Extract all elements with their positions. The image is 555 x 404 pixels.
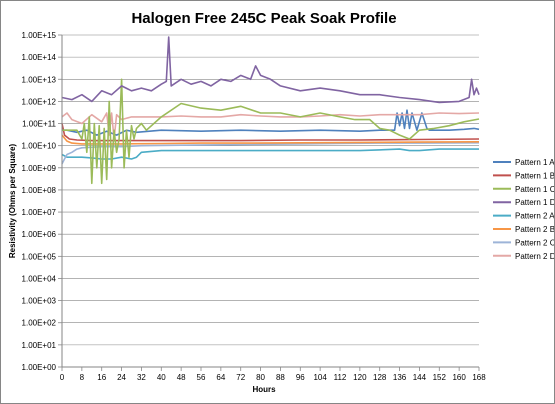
x-tick-label: 40 [157, 373, 166, 382]
legend-label: Pattern 1 A [515, 158, 554, 167]
y-tick-label: 1.00E+14 [22, 53, 57, 62]
x-tick-label: 120 [353, 373, 367, 382]
x-tick-label: 104 [313, 373, 327, 382]
series-layer [61, 36, 480, 185]
y-tick-label: 1.00E+02 [22, 319, 57, 328]
y-tick-label: 1.00E+15 [22, 31, 57, 40]
x-tick-label: 160 [452, 373, 466, 382]
x-tick-labels: 0 8 16 24 32 40 48 56 64 72 80 88 96 104 112 120 128 136 1… [60, 373, 486, 382]
y-tick-label: 1.00E+09 [22, 164, 57, 173]
series-line-pattern-2-a [61, 148, 479, 160]
series-line-pattern-1-b [61, 123, 480, 142]
series-line-pattern-2-b [61, 134, 480, 145]
x-tick-label: 72 [236, 373, 245, 382]
y-axis-title: Resistivity (Ohms per Square) [8, 144, 17, 259]
y-tick-label: 1.00E+06 [22, 230, 57, 239]
y-tick-label: 1.00E+08 [22, 186, 57, 195]
y-tick-label: 1.00E+00 [22, 363, 57, 372]
legend: Pattern 1 A Pattern 1 B Pattern 1 C Pattern… [493, 158, 554, 261]
y-tick-label: 1.00E+12 [22, 97, 57, 106]
x-tick-label: 128 [373, 373, 387, 382]
x-tick-label: 112 [334, 373, 347, 382]
legend-label: Pattern 2 B [515, 225, 554, 234]
legend-label: Pattern 1 D [515, 198, 554, 207]
x-tick-label: 144 [413, 373, 427, 382]
x-tick-label: 16 [97, 373, 106, 382]
x-tick-label: 168 [472, 373, 486, 382]
legend-label: Pattern 1 B [515, 171, 554, 180]
x-tick-label: 88 [276, 373, 285, 382]
legend-label: Pattern 2 A [515, 212, 554, 221]
y-tick-label: 1.00E+03 [22, 297, 57, 306]
x-tick-label: 64 [216, 373, 225, 382]
x-tick-label: 0 [60, 373, 65, 382]
x-tick-label: 32 [137, 373, 146, 382]
x-tick-label: 56 [197, 373, 206, 382]
legend-label: Pattern 1 C [515, 185, 554, 194]
x-tick-label: 96 [296, 373, 305, 382]
y-tick-label: 1.00E+11 [22, 120, 56, 129]
y-tick-label: 1.00E+07 [22, 208, 57, 217]
y-tick-label: 1.00E+05 [22, 252, 57, 261]
legend-label: Pattern 2 D [515, 252, 554, 261]
axes [61, 35, 479, 368]
x-axis-title: Hours [252, 385, 276, 394]
y-tick-label: 1.00E+04 [22, 274, 57, 283]
x-tick-label: 48 [177, 373, 186, 382]
series-line-pattern-1-c [62, 78, 480, 185]
y-tick-labels: 1.00E+00 1.00E+01 1.00E+02 1.00E+03 1.00E+04… [22, 31, 57, 372]
chart-title: Halogen Free 245C Peak Soak Profile [131, 10, 396, 27]
y-tick-label: 1.00E+01 [22, 341, 57, 350]
series-line-pattern-1-d [61, 36, 480, 104]
x-tick-label: 8 [80, 373, 85, 382]
y-tick-label: 1.00E+13 [22, 75, 57, 84]
series-line-pattern-2-c [61, 142, 480, 165]
x-tick-label: 136 [393, 373, 407, 382]
y-tick-label: 1.00E+10 [22, 142, 57, 151]
x-tick-label: 80 [256, 373, 265, 382]
x-tick-label: 24 [117, 373, 126, 382]
series-line-pattern-2-d [61, 112, 480, 140]
x-tick-label: 152 [433, 373, 447, 382]
legend-label: Pattern 2 C [515, 238, 554, 247]
